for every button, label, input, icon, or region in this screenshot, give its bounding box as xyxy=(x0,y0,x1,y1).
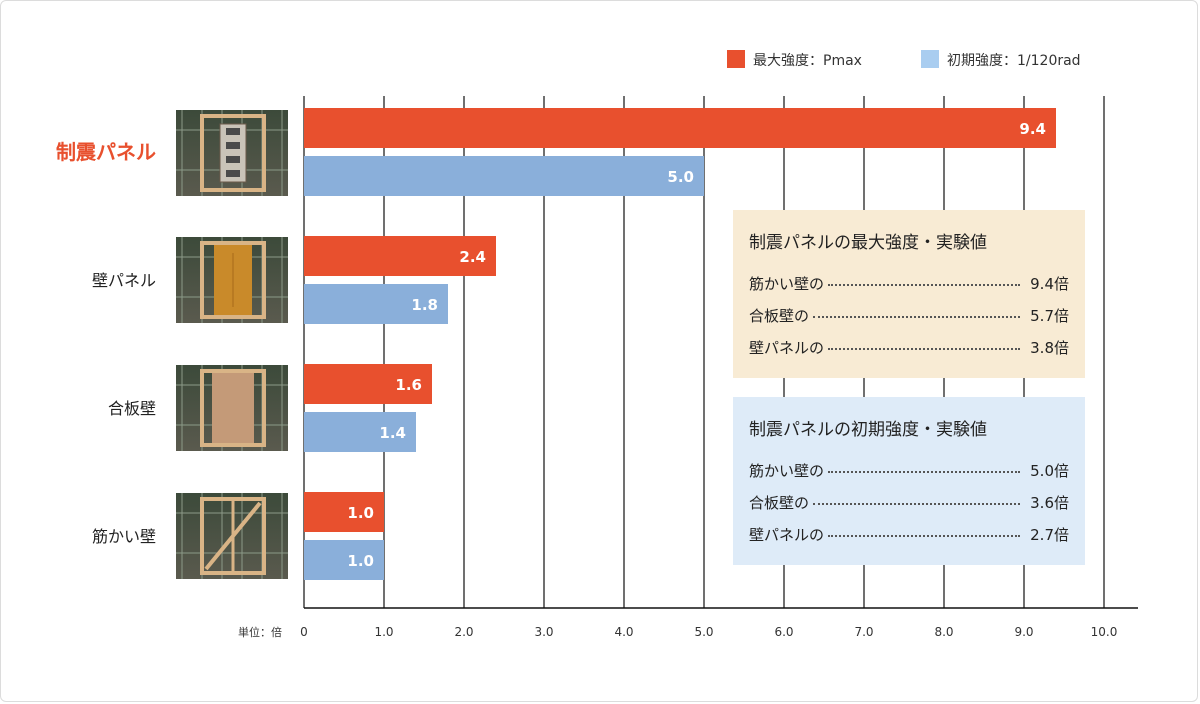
max-strength-box: 制震パネルの最大強度・実験値 筋かい壁の 9.4倍 合板壁の 5.7倍 壁パネルの 3… xyxy=(733,210,1085,378)
box-row-value: 5.7倍 xyxy=(1030,306,1069,325)
data-label: 2.4 xyxy=(459,248,486,266)
wall-panel-photo-icon xyxy=(176,237,288,323)
data-label: 5.0 xyxy=(667,168,694,186)
x-tick-label: 1.0 xyxy=(374,625,393,639)
initial-strength-box-title: 制震パネルの初期強度・実験値 xyxy=(749,420,987,440)
data-label: 1.6 xyxy=(395,376,422,394)
legend-swatch xyxy=(727,50,745,68)
box-row-label: 合板壁の xyxy=(749,493,810,512)
x-tick-label: 9.0 xyxy=(1014,625,1033,639)
x-axis: 0 1.0 2.0 3.0 4.0 5.0 6.0 7.0 8.0 9.0 10.0 単位：倍 xyxy=(238,607,1138,639)
box-row-label: 合板壁の xyxy=(749,306,810,325)
box-row: 合板壁の 3.6倍 xyxy=(749,486,1069,518)
bar xyxy=(304,492,384,532)
dot-leader xyxy=(828,348,1021,350)
x-tick-label: 4.0 xyxy=(614,625,633,639)
x-tick-label: 8.0 xyxy=(934,625,953,639)
bar xyxy=(304,156,704,196)
x-tick-label: 10.0 xyxy=(1091,625,1118,639)
category-label: 合板壁 xyxy=(108,399,156,418)
x-tick-label: 0 xyxy=(300,625,308,639)
photos xyxy=(176,110,288,579)
box-row-value: 3.8倍 xyxy=(1030,338,1069,357)
legend-swatch xyxy=(921,50,939,68)
box-row: 壁パネルの 2.7倍 xyxy=(749,518,1069,550)
legend: 最大強度：Pmax 初期強度：1/120rad xyxy=(727,50,1081,69)
box-row-value: 2.7倍 xyxy=(1030,525,1069,544)
x-tick-label: 7.0 xyxy=(854,625,873,639)
box-row-value: 3.6倍 xyxy=(1030,493,1069,512)
plywood-wall-photo-icon xyxy=(176,365,288,451)
bars: 9.4 5.0 2.4 1.8 1.6 1.4 1.0 1.0 xyxy=(304,108,1056,580)
legend-label: 初期強度：1/120rad xyxy=(947,52,1081,69)
legend-label: 最大強度：Pmax xyxy=(753,53,862,69)
box-row: 筋かい壁の 9.4倍 xyxy=(749,267,1069,299)
bar xyxy=(304,364,432,404)
seismic-panel-photo-icon xyxy=(176,110,288,196)
x-tick-label: 2.0 xyxy=(454,625,473,639)
box-row-label: 壁パネルの xyxy=(749,338,825,357)
bar xyxy=(304,540,384,580)
data-label: 1.0 xyxy=(347,504,374,522)
initial-strength-box: 制震パネルの初期強度・実験値 筋かい壁の 5.0倍 合板壁の 3.6倍 壁パネルの 2… xyxy=(733,397,1085,565)
box-row-value: 5.0倍 xyxy=(1030,461,1069,480)
braced-wall-photo-icon xyxy=(176,493,288,579)
dot-leader xyxy=(828,471,1021,473)
dot-leader xyxy=(828,535,1021,537)
data-label: 1.8 xyxy=(411,296,438,314)
category-label: 制震パネル xyxy=(56,140,156,164)
x-tick-label: 3.0 xyxy=(534,625,553,639)
bar xyxy=(304,236,496,276)
box-row: 壁パネルの 3.8倍 xyxy=(749,331,1069,363)
x-tick-label: 5.0 xyxy=(694,625,713,639)
data-label: 1.0 xyxy=(347,552,374,570)
box-row: 筋かい壁の 5.0倍 xyxy=(749,454,1069,486)
bar xyxy=(304,412,416,452)
bar xyxy=(304,108,1056,148)
dot-leader xyxy=(813,503,1021,505)
max-strength-box-title: 制震パネルの最大強度・実験値 xyxy=(749,233,987,253)
box-row-value: 9.4倍 xyxy=(1030,274,1069,293)
category-label: 筋かい壁 xyxy=(92,527,156,546)
box-row-label: 壁パネルの xyxy=(749,525,825,544)
category-label: 壁パネル xyxy=(92,271,156,290)
unit-label: 単位：倍 xyxy=(238,625,282,639)
box-row: 合板壁の 5.7倍 xyxy=(749,299,1069,331)
bar xyxy=(304,284,448,324)
x-tick-label: 6.0 xyxy=(774,625,793,639)
box-row-label: 筋かい壁の xyxy=(749,461,825,480)
data-label: 1.4 xyxy=(379,424,406,442)
dot-leader xyxy=(813,316,1021,318)
data-label: 9.4 xyxy=(1019,120,1046,138)
box-row-label: 筋かい壁の xyxy=(749,274,825,293)
dot-leader xyxy=(828,284,1021,286)
